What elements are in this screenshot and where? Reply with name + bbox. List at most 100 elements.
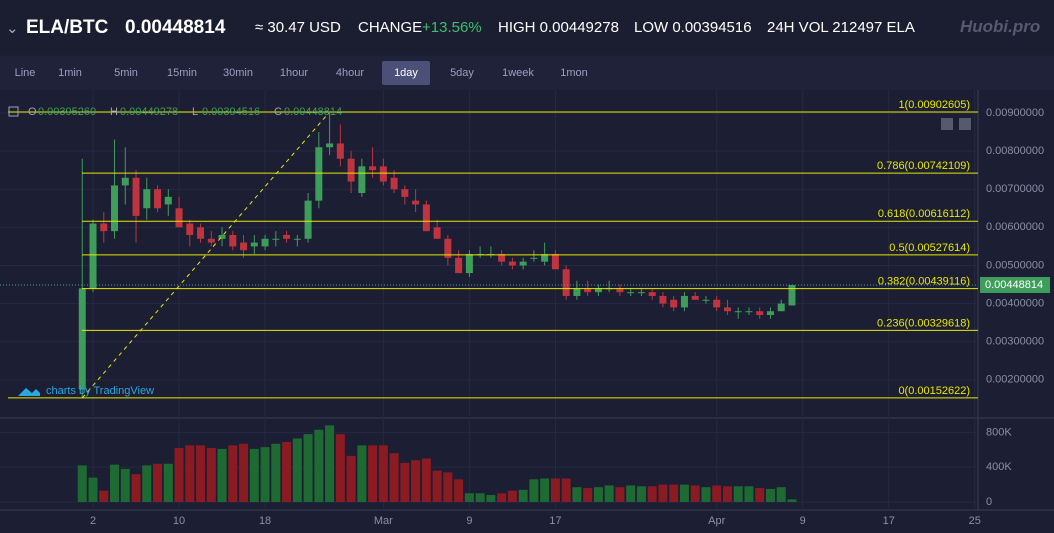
candle-body bbox=[659, 295, 667, 304]
pair-menu[interactable]: ⌄ bbox=[6, 20, 19, 37]
y-tick-label: 0.00500000 bbox=[986, 259, 1044, 271]
candle-body bbox=[315, 147, 323, 201]
x-tick-label: 25 bbox=[969, 515, 981, 527]
low: LOW 0.00394516 bbox=[634, 19, 752, 36]
fib-label: 0(0.00152622) bbox=[898, 385, 970, 397]
candle-body bbox=[143, 189, 151, 209]
last-price-box bbox=[980, 276, 1050, 293]
fib-label: 0.786(0.00742109) bbox=[877, 160, 970, 172]
candle-body bbox=[530, 257, 538, 259]
candle-body bbox=[713, 299, 721, 308]
legend-value: 0.00394516 bbox=[202, 106, 260, 118]
legend-toggle bbox=[8, 106, 19, 117]
usd-price: ≈ 30.47 USD bbox=[255, 19, 341, 36]
candle-body bbox=[616, 288, 624, 293]
candle-body bbox=[261, 238, 269, 247]
y-tick-label: 0.00700000 bbox=[986, 183, 1044, 195]
scale-button bbox=[941, 118, 953, 130]
candle-body bbox=[734, 311, 742, 313]
price: 0.00448814 bbox=[125, 17, 226, 38]
legend-value: 0.00395260 bbox=[38, 106, 96, 118]
candle-body bbox=[358, 166, 366, 194]
volume-tick-label: 0 bbox=[986, 496, 992, 508]
legend-key: L bbox=[192, 106, 198, 118]
candle-body bbox=[283, 234, 291, 239]
volume-tick-label: 800K bbox=[986, 426, 1012, 438]
candle-body bbox=[422, 204, 430, 232]
interval-button[interactable]: 1min bbox=[58, 67, 82, 79]
interval-button[interactable]: 5day bbox=[450, 67, 474, 79]
candle-body bbox=[465, 254, 473, 274]
candle-body bbox=[788, 284, 796, 306]
candle-body bbox=[648, 292, 656, 296]
candle-body bbox=[723, 307, 731, 312]
candle-body bbox=[691, 295, 699, 300]
candle-body bbox=[562, 269, 570, 296]
x-tick-label: 10 bbox=[173, 515, 185, 527]
candle-body bbox=[766, 311, 774, 316]
scale-button bbox=[959, 118, 971, 130]
candle-body bbox=[745, 311, 753, 313]
candle-body bbox=[250, 242, 258, 247]
candle-body bbox=[240, 242, 248, 251]
interval-button[interactable]: 5min bbox=[114, 67, 138, 79]
watermark: charts by TradingView bbox=[46, 385, 154, 397]
x-tick-label: Mar bbox=[374, 515, 393, 527]
x-tick-label: 9 bbox=[800, 515, 806, 527]
candle-body bbox=[379, 166, 387, 182]
pair[interactable]: ELA/BTC bbox=[26, 17, 109, 38]
toolbar: Line 1min 5min 15min 30min 1hour 4hour 1day 5day… bbox=[0, 56, 1054, 90]
y-tick-label: 0.00800000 bbox=[986, 145, 1044, 157]
candle-body bbox=[369, 166, 377, 171]
y-tick-label: 0.00400000 bbox=[986, 297, 1044, 309]
candle-body bbox=[272, 238, 280, 240]
candle-body bbox=[293, 238, 301, 240]
candle-body bbox=[627, 292, 635, 294]
legend-key: H bbox=[110, 106, 118, 118]
candle-body bbox=[154, 189, 162, 209]
interval-button[interactable]: 15min bbox=[167, 67, 197, 79]
interval-button[interactable]: 4hour bbox=[335, 67, 365, 79]
interval-button[interactable]: 1hour bbox=[279, 67, 309, 79]
candle-body bbox=[584, 288, 592, 293]
y-tick-label: 0.00300000 bbox=[986, 336, 1044, 348]
interval-button[interactable]: 1day bbox=[382, 61, 430, 85]
candle-body bbox=[347, 158, 355, 182]
candle-body bbox=[777, 303, 785, 312]
x-tick-label: 9 bbox=[466, 515, 472, 527]
candle-body bbox=[670, 299, 678, 308]
x-tick-label: 17 bbox=[883, 515, 895, 527]
interval-button[interactable]: 1mon bbox=[560, 67, 588, 79]
volume: 24H VOL 212497 ELA bbox=[767, 19, 915, 36]
candle-body bbox=[573, 288, 581, 296]
candle-body bbox=[519, 261, 527, 266]
candle-body bbox=[541, 254, 549, 262]
trend-line bbox=[81, 111, 330, 399]
change-label: CHANGE bbox=[358, 19, 423, 36]
candle-body bbox=[197, 227, 205, 239]
candle-body bbox=[455, 257, 463, 274]
fib-label: 0.382(0.00439116) bbox=[878, 276, 970, 288]
legend-value: 0.00448814 bbox=[284, 106, 342, 118]
change: +13.56% bbox=[422, 19, 482, 36]
volume-tick-label: 400K bbox=[986, 461, 1012, 473]
candle-body bbox=[498, 254, 506, 262]
candle-body bbox=[444, 238, 452, 258]
candle-body bbox=[336, 143, 344, 159]
candle-body bbox=[508, 261, 516, 266]
candle-body bbox=[164, 196, 172, 205]
candle-body bbox=[304, 200, 312, 239]
y-tick-label: 0.00900000 bbox=[986, 107, 1044, 119]
candle-body bbox=[175, 208, 183, 228]
interval-button[interactable]: 1week bbox=[502, 67, 534, 79]
fib-label: 1(0.00902605) bbox=[898, 99, 970, 111]
last-price-label: 0.00448814 bbox=[985, 279, 1043, 291]
interval-button[interactable]: 30min bbox=[223, 67, 253, 79]
candle-body bbox=[680, 295, 688, 308]
candle-body bbox=[756, 311, 764, 316]
candle-body bbox=[132, 177, 140, 216]
interval-button[interactable]: Line bbox=[14, 67, 36, 79]
chart: 0.00200000 0.00300000 0.00400000 0.00500000… bbox=[0, 90, 1054, 527]
candle-body bbox=[186, 223, 194, 235]
